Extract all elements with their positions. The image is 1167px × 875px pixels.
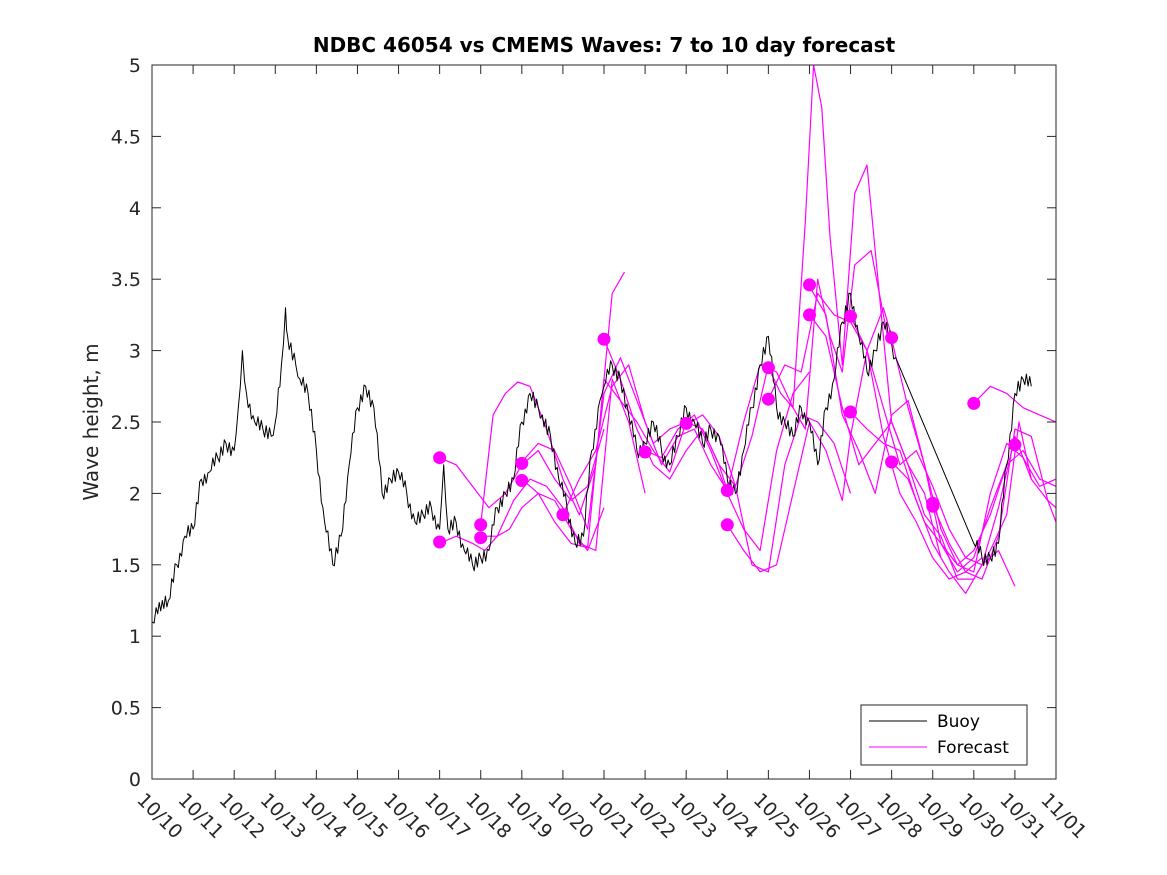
y-tick-label: 2.5 bbox=[111, 412, 141, 434]
y-tick-label: 5 bbox=[129, 55, 141, 77]
y-tick-label: 3.5 bbox=[111, 269, 141, 291]
forecast-marker bbox=[1008, 438, 1022, 452]
y-axis-label: Wave height, m bbox=[79, 343, 103, 500]
forecast-marker bbox=[638, 445, 652, 459]
legend-buoy-label: Buoy bbox=[937, 712, 980, 732]
forecast-marker bbox=[515, 474, 529, 487]
forecast-marker bbox=[885, 331, 899, 345]
forecast-markers bbox=[433, 278, 1022, 549]
y-tick-label: 0 bbox=[129, 769, 141, 791]
forecast-marker bbox=[844, 309, 857, 323]
forecast-marker bbox=[720, 484, 734, 497]
plot-area bbox=[152, 65, 1056, 779]
y-tick-label: 4 bbox=[129, 198, 141, 220]
forecast-line-11 bbox=[726, 307, 893, 573]
forecast-line-20 bbox=[891, 450, 1056, 566]
forecast-line-14 bbox=[767, 292, 983, 580]
y-tick-label: 4.5 bbox=[111, 126, 141, 148]
forecast-lines bbox=[439, 65, 1056, 595]
axis-ticks bbox=[151, 64, 1057, 780]
forecast-marker bbox=[433, 535, 447, 549]
forecast-line-19 bbox=[891, 339, 1056, 573]
legend-box bbox=[860, 704, 1028, 766]
forecast-marker bbox=[803, 308, 816, 322]
y-tick-label: 1 bbox=[129, 626, 141, 648]
forecast-line-22 bbox=[973, 385, 1056, 423]
forecast-marker bbox=[967, 396, 981, 410]
y-tick-label: 0.5 bbox=[111, 698, 141, 720]
forecast-marker bbox=[844, 405, 857, 419]
buoy-line bbox=[152, 292, 1032, 624]
forecast-marker bbox=[597, 332, 611, 346]
forecast-line-16 bbox=[809, 314, 1032, 580]
forecast-marker bbox=[926, 499, 940, 513]
forecast-marker bbox=[433, 451, 447, 465]
forecast-marker bbox=[761, 392, 775, 406]
y-tick-labels: 0 0.5 1 1.5 2 2.5 3 3.5 4 4.5 5 bbox=[111, 55, 141, 791]
forecast-marker bbox=[679, 416, 693, 430]
forecast-line-21 bbox=[932, 428, 1056, 580]
buoy-line-group bbox=[152, 292, 1032, 624]
y-tick-label: 3 bbox=[129, 341, 141, 363]
y-tick-label: 1.5 bbox=[111, 555, 141, 577]
forecast-marker bbox=[885, 455, 899, 469]
forecast-marker bbox=[515, 456, 529, 470]
forecast-line-12 bbox=[726, 250, 889, 491]
chart-title: NDBC 46054 vs CMEMS Waves: 7 to 10 day f… bbox=[313, 33, 896, 57]
forecast-marker bbox=[761, 361, 775, 375]
forecast-line-4 bbox=[480, 378, 646, 552]
legend: Buoy Forecast bbox=[860, 704, 1028, 766]
y-tick-label: 2 bbox=[129, 483, 141, 505]
forecast-line-17 bbox=[849, 316, 1056, 566]
forecast-marker bbox=[474, 518, 488, 532]
legend-forecast-label: Forecast bbox=[937, 738, 1009, 758]
forecast-marker bbox=[474, 531, 488, 545]
forecast-marker bbox=[720, 518, 734, 532]
forecast-marker bbox=[556, 508, 570, 522]
forecast-marker bbox=[803, 278, 816, 292]
forecast-line-15 bbox=[808, 286, 1008, 573]
